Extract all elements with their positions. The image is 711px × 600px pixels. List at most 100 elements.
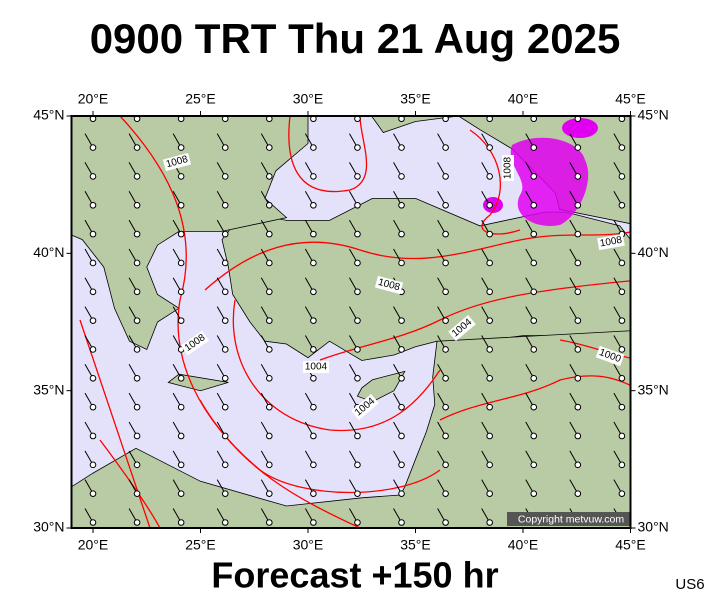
station [310,375,317,382]
station [398,317,405,324]
y-tick-label: 30°N [33,519,64,535]
station [266,432,273,440]
station [266,173,273,180]
station [530,173,538,180]
station [177,432,185,440]
station [354,317,361,324]
station [221,230,229,238]
station [618,173,626,180]
station [618,317,626,324]
station [133,288,141,296]
x-tick-label: 35°E [400,537,431,553]
label-box [162,152,192,172]
station [266,461,273,469]
station [89,144,97,151]
station [266,519,273,526]
station [310,230,317,238]
station [398,375,405,382]
station [574,173,582,180]
station [486,461,493,469]
station [221,201,229,209]
station [221,432,229,440]
station [266,116,273,123]
station [530,144,538,151]
station [133,144,141,151]
station [133,403,141,411]
station [221,259,229,267]
y-tick-label: 45°N [33,107,64,123]
station [221,346,229,353]
station [618,259,626,267]
x-tick-label: 40°E [508,537,539,553]
station [574,375,582,382]
station [530,461,538,469]
station [177,288,185,296]
station [354,144,361,151]
station [89,201,97,209]
station [530,490,538,497]
y-tick-label: 40°N [638,244,669,260]
station [133,230,141,238]
x-tick-label: 45°E [615,537,646,553]
station [398,230,405,238]
y-tick-label: 35°N [638,381,669,397]
station [442,173,449,180]
label-box [597,233,625,251]
station [221,490,229,497]
station [354,201,361,209]
station [354,288,361,296]
station [442,288,449,296]
station [354,173,361,180]
station [310,201,317,209]
station [574,201,582,209]
station [398,201,405,209]
title: 0900 TRT Thu 21 Aug 2025 [90,15,621,62]
station [89,403,97,411]
station [574,317,582,324]
copyright: Copyright metvuw.com [518,513,624,525]
station [618,288,626,296]
station [354,116,361,123]
station [530,116,538,123]
station [618,432,626,440]
station [398,259,405,267]
station [221,519,229,526]
station [177,259,185,267]
station [574,490,582,497]
station [133,116,141,123]
station [442,259,449,267]
station [530,375,538,382]
station [310,346,317,353]
station [177,116,185,123]
station [486,317,493,324]
x-tick-label: 40°E [508,91,539,107]
station [177,375,185,382]
label-box [303,361,329,373]
isobar-value: 1008 [503,156,514,179]
station [310,403,317,411]
station [398,116,405,123]
station [530,403,538,411]
station [133,519,141,526]
station [89,173,97,180]
station [530,346,538,353]
label-box [351,394,379,420]
isobar [79,319,151,528]
station [133,346,141,353]
station [89,375,97,382]
isobar-label: 1008 [597,233,625,251]
station [266,317,273,324]
isobar [288,116,368,193]
y-tick-label: 35°N [33,381,64,397]
station [177,230,185,238]
station [310,259,317,267]
station [486,403,493,411]
station [354,490,361,497]
station [486,173,493,180]
station [266,259,273,267]
station [574,432,582,440]
station [574,259,582,267]
station [89,490,97,497]
forecast-label: Forecast +150 hr [211,555,498,596]
